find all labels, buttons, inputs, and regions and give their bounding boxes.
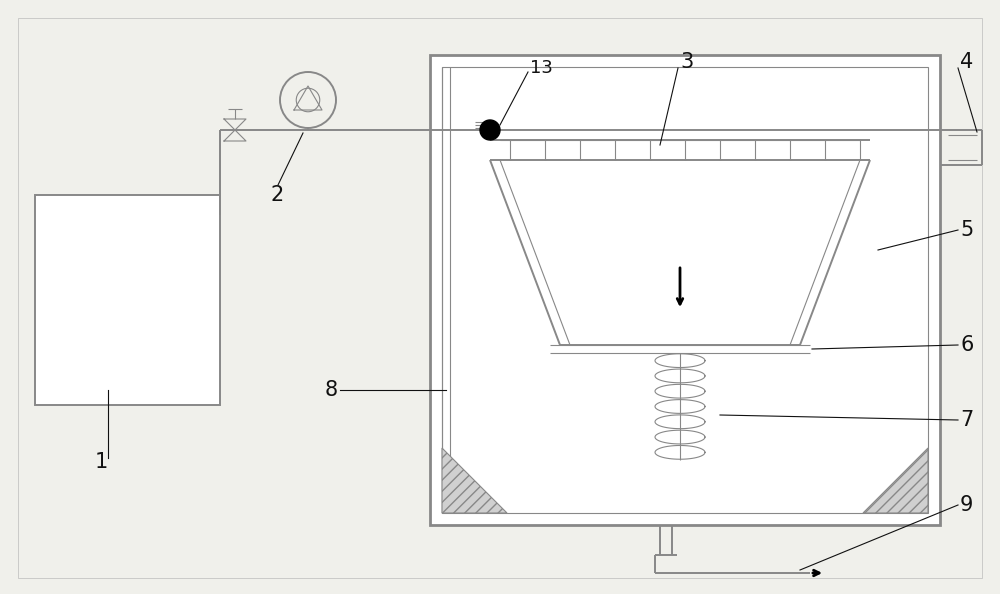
Text: 6: 6	[960, 335, 973, 355]
Bar	[430, 55, 940, 525]
Text: 4: 4	[960, 52, 973, 72]
Text: 2: 2	[270, 185, 283, 205]
Text: 1: 1	[95, 452, 108, 472]
Text: 5: 5	[960, 220, 973, 240]
Bar	[442, 67, 928, 513]
Text: 7: 7	[960, 410, 973, 430]
Polygon shape	[442, 448, 507, 513]
Text: 8: 8	[325, 380, 338, 400]
Text: 13: 13	[530, 59, 553, 77]
Text: 9: 9	[960, 495, 973, 515]
Text: 3: 3	[680, 52, 693, 72]
Circle shape	[480, 120, 500, 140]
Polygon shape	[863, 448, 928, 513]
Bar	[35, 195, 220, 405]
